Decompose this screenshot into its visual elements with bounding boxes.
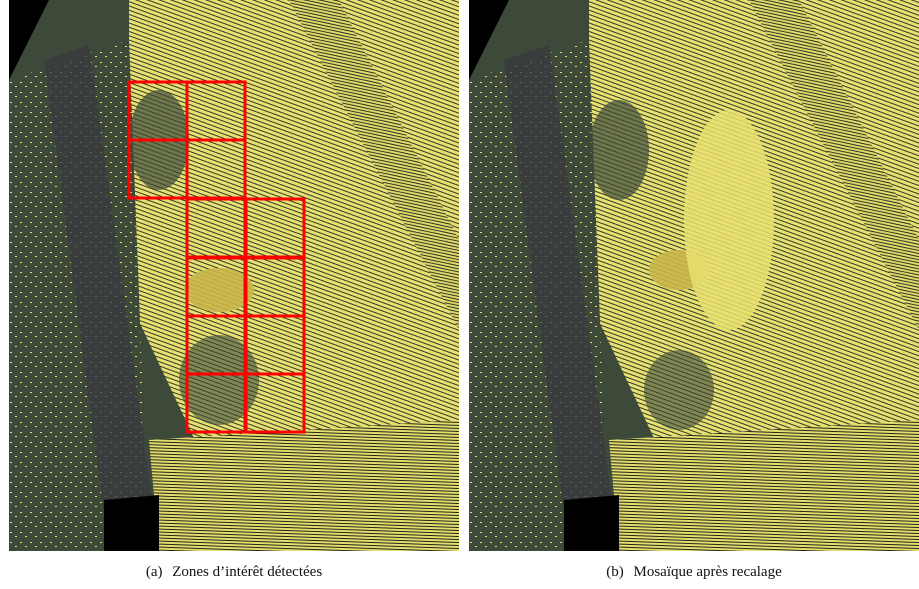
mosaic-before-registration (9, 0, 459, 551)
sonar-mosaic-image-a (9, 0, 459, 551)
caption-text-b: Mosaïque après recalage (633, 564, 782, 580)
subfigure-tag-b: (b) (606, 564, 624, 580)
sonar-mosaic-image-b (469, 0, 919, 551)
caption-text-a: Zones d’intérêt détectées (172, 564, 323, 580)
caption-b: (b) Mosaïque après recalage (469, 564, 919, 581)
mosaic-after-registration (469, 0, 919, 551)
caption-a: (a) Zones d’intérêt détectées (9, 564, 459, 581)
regions-of-interest-grid (127, 80, 306, 434)
region-of-interest-cell (244, 372, 306, 434)
subfigure-tag-a: (a) (145, 564, 163, 580)
